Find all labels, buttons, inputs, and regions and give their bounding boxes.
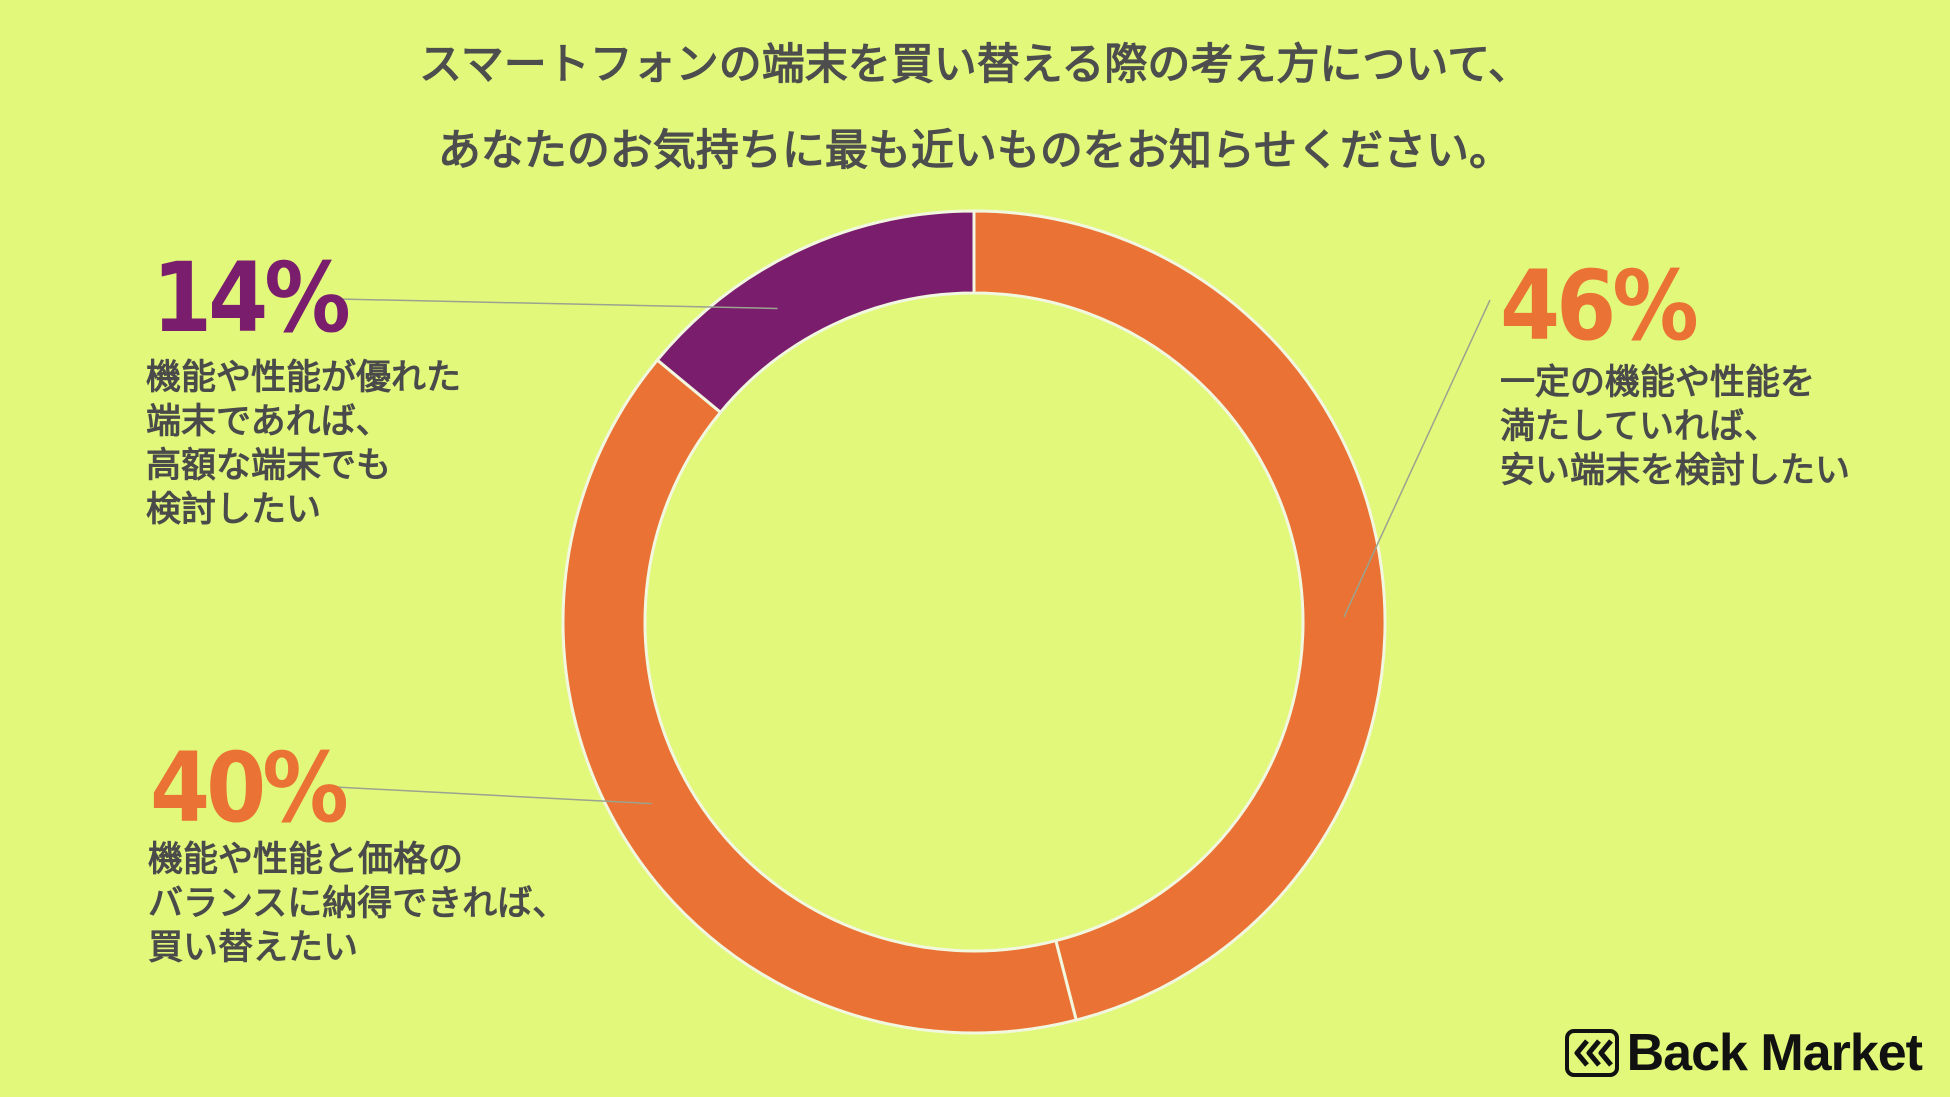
brand-name: Back Market [1626, 1024, 1923, 1082]
donut-slices [561, 209, 1387, 1035]
slice-14-leader-line [337, 298, 778, 310]
slice-40-percent-label: 40% [150, 732, 349, 844]
slice-46-wedge [972, 209, 1387, 1022]
slice-46-leader-line [1343, 299, 1491, 618]
slice-46-desc-line: 満たしていれば、 [1500, 407, 1779, 447]
slice-14-desc-line: 機能や性能が優れた [146, 358, 462, 398]
slice-14-wedge [655, 209, 976, 415]
back-market-chevrons-icon [1564, 1029, 1619, 1077]
slice-40-wedge [561, 357, 1079, 1035]
brand-logo: Back Market [1564, 1023, 1923, 1083]
slice-14-percent-label: 14% [152, 242, 351, 354]
slice-46-desc-line: 安い端末を検討したい [1500, 451, 1851, 491]
slice-40-leader-line [334, 786, 652, 805]
slice-14-description: 機能や性能が優れた 端末であれば、 高額な端末でも 検討したい [146, 356, 461, 532]
slice-40-desc-line: 買い替えたい [148, 928, 359, 968]
slice-40-desc-line: 機能や性能と価格の [148, 840, 464, 880]
slice-46-desc-line: 一定の機能や性能を [1500, 363, 1816, 403]
slice-46-description: 一定の機能や性能を 満たしていれば、 安い端末を検討したい [1500, 361, 1850, 493]
slice-40-desc-line: バランスに納得できれば、 [148, 884, 568, 924]
slice-14-desc-line: 端末であれば、 [146, 402, 391, 442]
title-line-2: あなたのお気持ちに最も近いものをお知らせください。 [437, 126, 1513, 176]
chart-title: スマートフォンの端末を買い替える際の考え方について、 あなたのお気持ちに最も近い… [0, 22, 1950, 194]
slice-14-desc-line: 検討したい [146, 490, 322, 530]
leader-lines [334, 298, 1491, 805]
title-line-1: スマートフォンの端末を買い替える際の考え方について、 [419, 40, 1531, 90]
slice-14-desc-line: 高額な端末でも [146, 446, 392, 486]
slice-40-description: 機能や性能と価格の バランスに納得できれば、 買い替えたい [148, 838, 567, 970]
slice-46-percent-label: 46% [1500, 250, 1699, 362]
